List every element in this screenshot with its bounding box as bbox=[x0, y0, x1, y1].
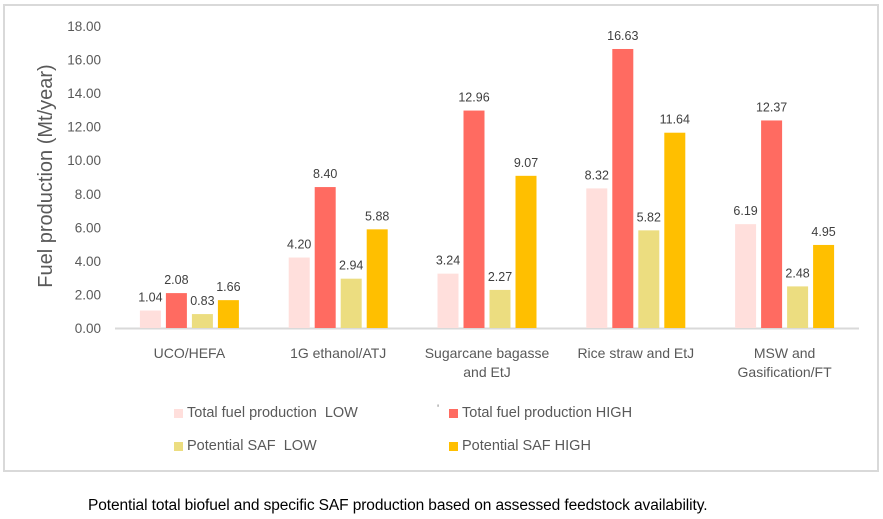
y-tick-label: 0.00 bbox=[75, 321, 101, 336]
data-label: 2.94 bbox=[339, 259, 363, 273]
legend-item-total-high: Total fuel production HIGH bbox=[449, 405, 632, 421]
data-label: 5.88 bbox=[365, 209, 389, 223]
data-label: 3.24 bbox=[436, 254, 460, 268]
chart-frame bbox=[3, 4, 879, 472]
data-label: 2.08 bbox=[164, 273, 188, 287]
legend-swatch-saf-low bbox=[174, 441, 183, 451]
y-tick-label: 4.00 bbox=[75, 254, 101, 269]
category-labels-group: UCO/HEFA 1G ethanol/ATJ Sugarcane bagasse a… bbox=[154, 345, 833, 380]
data-label: 12.37 bbox=[756, 100, 787, 114]
bar bbox=[463, 110, 485, 328]
bar bbox=[288, 257, 310, 328]
y-tick-label: 10.00 bbox=[67, 153, 101, 168]
data-label: 11.64 bbox=[660, 113, 690, 127]
data-label: 16.63 bbox=[607, 29, 638, 43]
bar bbox=[366, 229, 388, 328]
y-tick-label: 16.00 bbox=[67, 53, 101, 68]
y-axis-title: Fuel production (Mt/year) bbox=[35, 64, 57, 287]
data-label: 6.19 bbox=[733, 204, 757, 218]
data-labels-group: 1.042.080.831.66 4.20 8.40 2.94 5.88 3.24 12.9… bbox=[138, 29, 836, 308]
legend-label-saf-high: Potential SAF HIGH bbox=[462, 438, 591, 454]
bar bbox=[515, 175, 537, 328]
y-tick-label: 8.00 bbox=[75, 187, 101, 202]
data-label: 2.48 bbox=[785, 266, 809, 280]
legend-item-saf-high: Potential SAF HIGH bbox=[449, 438, 591, 454]
data-label: 4.95 bbox=[811, 225, 835, 239]
legend-swatch-total-low bbox=[174, 408, 183, 418]
bar bbox=[612, 48, 634, 328]
bar bbox=[191, 314, 213, 328]
data-label: 4.20 bbox=[287, 238, 311, 252]
bar bbox=[340, 278, 362, 328]
legend-stray-mark: ' bbox=[437, 403, 440, 415]
x-category-label: UCO/HEFA bbox=[154, 345, 226, 361]
bar bbox=[638, 230, 660, 328]
data-label: 12.96 bbox=[458, 91, 489, 105]
legend-swatch-total-high bbox=[449, 408, 458, 418]
x-category-label: Sugarcane bagasse bbox=[425, 345, 550, 361]
data-label: 0.83 bbox=[190, 294, 214, 308]
bar bbox=[664, 132, 686, 328]
x-category-label: 1G ethanol/ATJ bbox=[290, 345, 386, 361]
data-label: 1.66 bbox=[216, 280, 240, 294]
x-category-label: and EtJ bbox=[463, 364, 510, 380]
y-tick-label: 12.00 bbox=[67, 120, 101, 135]
y-axis-tick-labels: 0.00 2.00 4.00 6.00 8.00 10.00 12.00 14.00 16.00… bbox=[67, 19, 101, 336]
legend-swatch-saf-high bbox=[449, 441, 458, 451]
x-category-label: MSW and bbox=[754, 345, 815, 361]
legend-item-saf-low: Potential SAF LOW bbox=[174, 438, 317, 454]
bar bbox=[586, 188, 608, 328]
bar bbox=[217, 300, 239, 328]
bars-group bbox=[139, 48, 835, 328]
legend-label-total-low: Total fuel production LOW bbox=[187, 405, 358, 421]
data-label: 8.40 bbox=[313, 167, 337, 181]
data-label: 1.04 bbox=[138, 291, 162, 305]
data-label: 5.82 bbox=[637, 210, 661, 224]
data-label: 8.32 bbox=[585, 168, 609, 182]
bar bbox=[165, 293, 187, 328]
x-category-label: Rice straw and EtJ bbox=[577, 345, 694, 361]
legend-label-saf-low: Potential SAF LOW bbox=[187, 438, 317, 454]
legend-item-total-low: Total fuel production LOW bbox=[174, 405, 358, 421]
bar bbox=[139, 310, 161, 328]
bar bbox=[437, 273, 459, 328]
bar bbox=[761, 120, 783, 328]
x-category-label: Gasification/FT bbox=[738, 364, 833, 380]
y-tick-label: 18.00 bbox=[67, 19, 101, 34]
legend-label-total-high: Total fuel production HIGH bbox=[462, 405, 633, 421]
bar bbox=[813, 244, 835, 328]
bar bbox=[314, 187, 336, 328]
bar bbox=[787, 286, 809, 328]
bar bbox=[489, 289, 511, 328]
data-label: 2.27 bbox=[488, 270, 512, 284]
bar bbox=[735, 224, 757, 328]
data-label: 9.07 bbox=[514, 156, 538, 170]
y-tick-label: 6.00 bbox=[75, 220, 101, 235]
figure-caption: Potential total biofuel and specific SAF… bbox=[88, 497, 708, 514]
y-tick-label: 2.00 bbox=[75, 287, 101, 302]
y-tick-label: 14.00 bbox=[67, 86, 101, 101]
